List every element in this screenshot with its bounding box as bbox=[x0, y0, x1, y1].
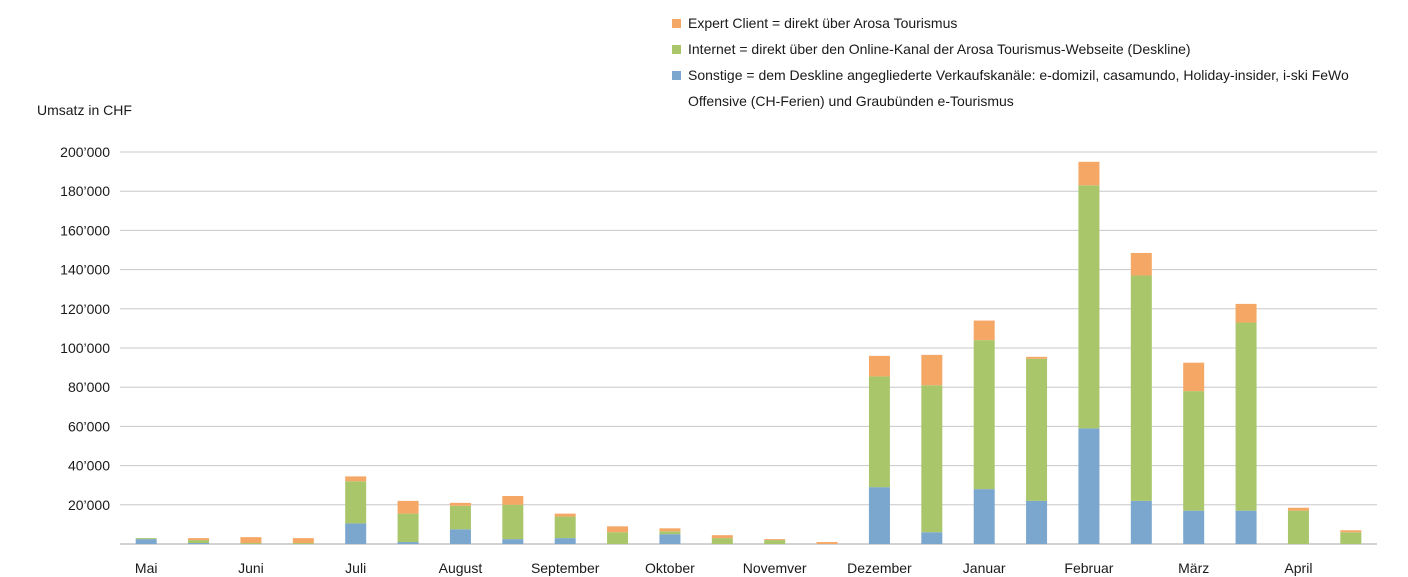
legend: Expert Client = direkt über Arosa Touris… bbox=[672, 10, 1388, 114]
bar-segment bbox=[1078, 161, 1100, 186]
y-tick-label: 200’000 bbox=[60, 144, 110, 160]
bar-segment bbox=[502, 504, 524, 540]
y-tick-label: 20’000 bbox=[68, 497, 110, 513]
bar-segment bbox=[607, 526, 629, 533]
bar-segment bbox=[921, 385, 943, 533]
bar-segment bbox=[1130, 275, 1152, 501]
bar-segment bbox=[1235, 322, 1257, 511]
bar-segment bbox=[764, 539, 786, 541]
legend-swatch-sonstige bbox=[672, 71, 681, 80]
bar-segment bbox=[973, 340, 995, 490]
y-tick-label: 60’000 bbox=[68, 418, 110, 434]
bar-segment bbox=[188, 538, 210, 541]
x-tick-label: Februar bbox=[1064, 560, 1113, 576]
bar-segment bbox=[659, 531, 681, 535]
bar-segment bbox=[1078, 428, 1100, 544]
bar-segment bbox=[188, 540, 210, 544]
bar-segment bbox=[1078, 185, 1100, 429]
bar-segment bbox=[292, 543, 314, 544]
bar-segment bbox=[1340, 532, 1362, 544]
x-tick-label: April bbox=[1284, 560, 1312, 576]
x-tick-label: September bbox=[531, 560, 600, 576]
x-tick-label: August bbox=[439, 560, 483, 576]
bar-segment bbox=[554, 516, 576, 539]
bar-segment bbox=[973, 320, 995, 341]
y-tick-label: 100’000 bbox=[60, 340, 110, 356]
bar-segment bbox=[554, 538, 576, 544]
bar-segment bbox=[345, 476, 367, 482]
bar-segment bbox=[1235, 303, 1257, 323]
bar-segment bbox=[1130, 500, 1152, 544]
x-tick-label: Novemver bbox=[743, 560, 807, 576]
bar-segment bbox=[921, 354, 943, 386]
bar-segment bbox=[397, 513, 419, 543]
legend-item-internet: Internet = direkt über den Online-Kanal … bbox=[672, 36, 1388, 62]
x-tick-label: Dezember bbox=[847, 560, 912, 576]
bar-segment bbox=[711, 538, 733, 544]
bar-segment bbox=[711, 535, 733, 539]
legend-swatch-internet bbox=[672, 45, 681, 54]
y-tick-label: 120’000 bbox=[60, 301, 110, 317]
y-tick-label: 80’000 bbox=[68, 379, 110, 395]
bar-segment bbox=[868, 376, 890, 488]
legend-item-expert-client: Expert Client = direkt über Arosa Touris… bbox=[672, 10, 1388, 36]
bar-segment bbox=[449, 502, 471, 506]
x-tick-label: März bbox=[1178, 560, 1209, 576]
bar-segment bbox=[554, 513, 576, 517]
bar-segment bbox=[868, 487, 890, 544]
bar-segment bbox=[397, 542, 419, 544]
x-tick-label: Januar bbox=[963, 560, 1006, 576]
bar-segment bbox=[240, 537, 262, 544]
bar-segment bbox=[921, 532, 943, 544]
bar-segment bbox=[502, 539, 524, 544]
bar-segment bbox=[1235, 510, 1257, 544]
bar-segment bbox=[1183, 362, 1205, 392]
bar-segment bbox=[397, 500, 419, 514]
x-tick-label: Oktober bbox=[645, 560, 695, 576]
bar-segment bbox=[659, 528, 681, 532]
y-tick-label: 180’000 bbox=[60, 183, 110, 199]
y-tick-label: 160’000 bbox=[60, 222, 110, 238]
bar-segment bbox=[292, 538, 314, 544]
legend-item-sonstige: Sonstige = dem Deskline angegliederte Ve… bbox=[672, 62, 1388, 114]
bar-segment bbox=[188, 543, 210, 544]
y-tick-label: 40’000 bbox=[68, 458, 110, 474]
bar-segment bbox=[135, 539, 157, 544]
bar-segment bbox=[1287, 507, 1309, 511]
bar-segment bbox=[1183, 391, 1205, 511]
x-tick-label: Juni bbox=[238, 560, 264, 576]
bar-segment bbox=[1026, 500, 1048, 544]
x-tick-label: Juli bbox=[345, 560, 366, 576]
bar-segment bbox=[345, 481, 367, 524]
bar-segment bbox=[1287, 510, 1309, 544]
bar-segment bbox=[607, 532, 629, 544]
bar-segment bbox=[1340, 530, 1362, 533]
bar-segment bbox=[816, 542, 838, 544]
legend-label-expert-client: Expert Client = direkt über Arosa Touris… bbox=[688, 15, 958, 31]
y-tick-label: 140’000 bbox=[60, 262, 110, 278]
bar-segment bbox=[502, 495, 524, 505]
legend-swatch-expert-client bbox=[672, 19, 681, 28]
bar-segment bbox=[868, 355, 890, 377]
legend-label-sonstige: Sonstige = dem Deskline angegliederte Ve… bbox=[688, 67, 1349, 109]
y-axis-label: Umsatz in CHF bbox=[37, 102, 132, 118]
bar-segment bbox=[764, 540, 786, 544]
legend-label-internet: Internet = direkt über den Online-Kanal … bbox=[688, 41, 1191, 57]
bar-segment bbox=[240, 543, 262, 544]
bar-segment bbox=[1183, 510, 1205, 544]
bar-segment bbox=[659, 534, 681, 544]
bar-segment bbox=[345, 523, 367, 544]
bar-segment bbox=[1026, 356, 1048, 359]
bar-segment bbox=[135, 538, 157, 540]
bar-segment bbox=[449, 505, 471, 530]
bar-segment bbox=[1130, 252, 1152, 276]
x-tick-label: Mai bbox=[135, 560, 158, 576]
bar-segment bbox=[449, 529, 471, 544]
bar-segment bbox=[973, 489, 995, 544]
bar-segment bbox=[1026, 358, 1048, 501]
